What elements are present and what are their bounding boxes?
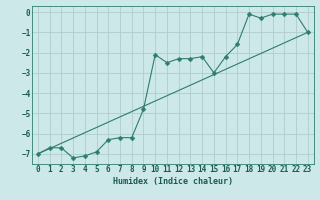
X-axis label: Humidex (Indice chaleur): Humidex (Indice chaleur) bbox=[113, 177, 233, 186]
